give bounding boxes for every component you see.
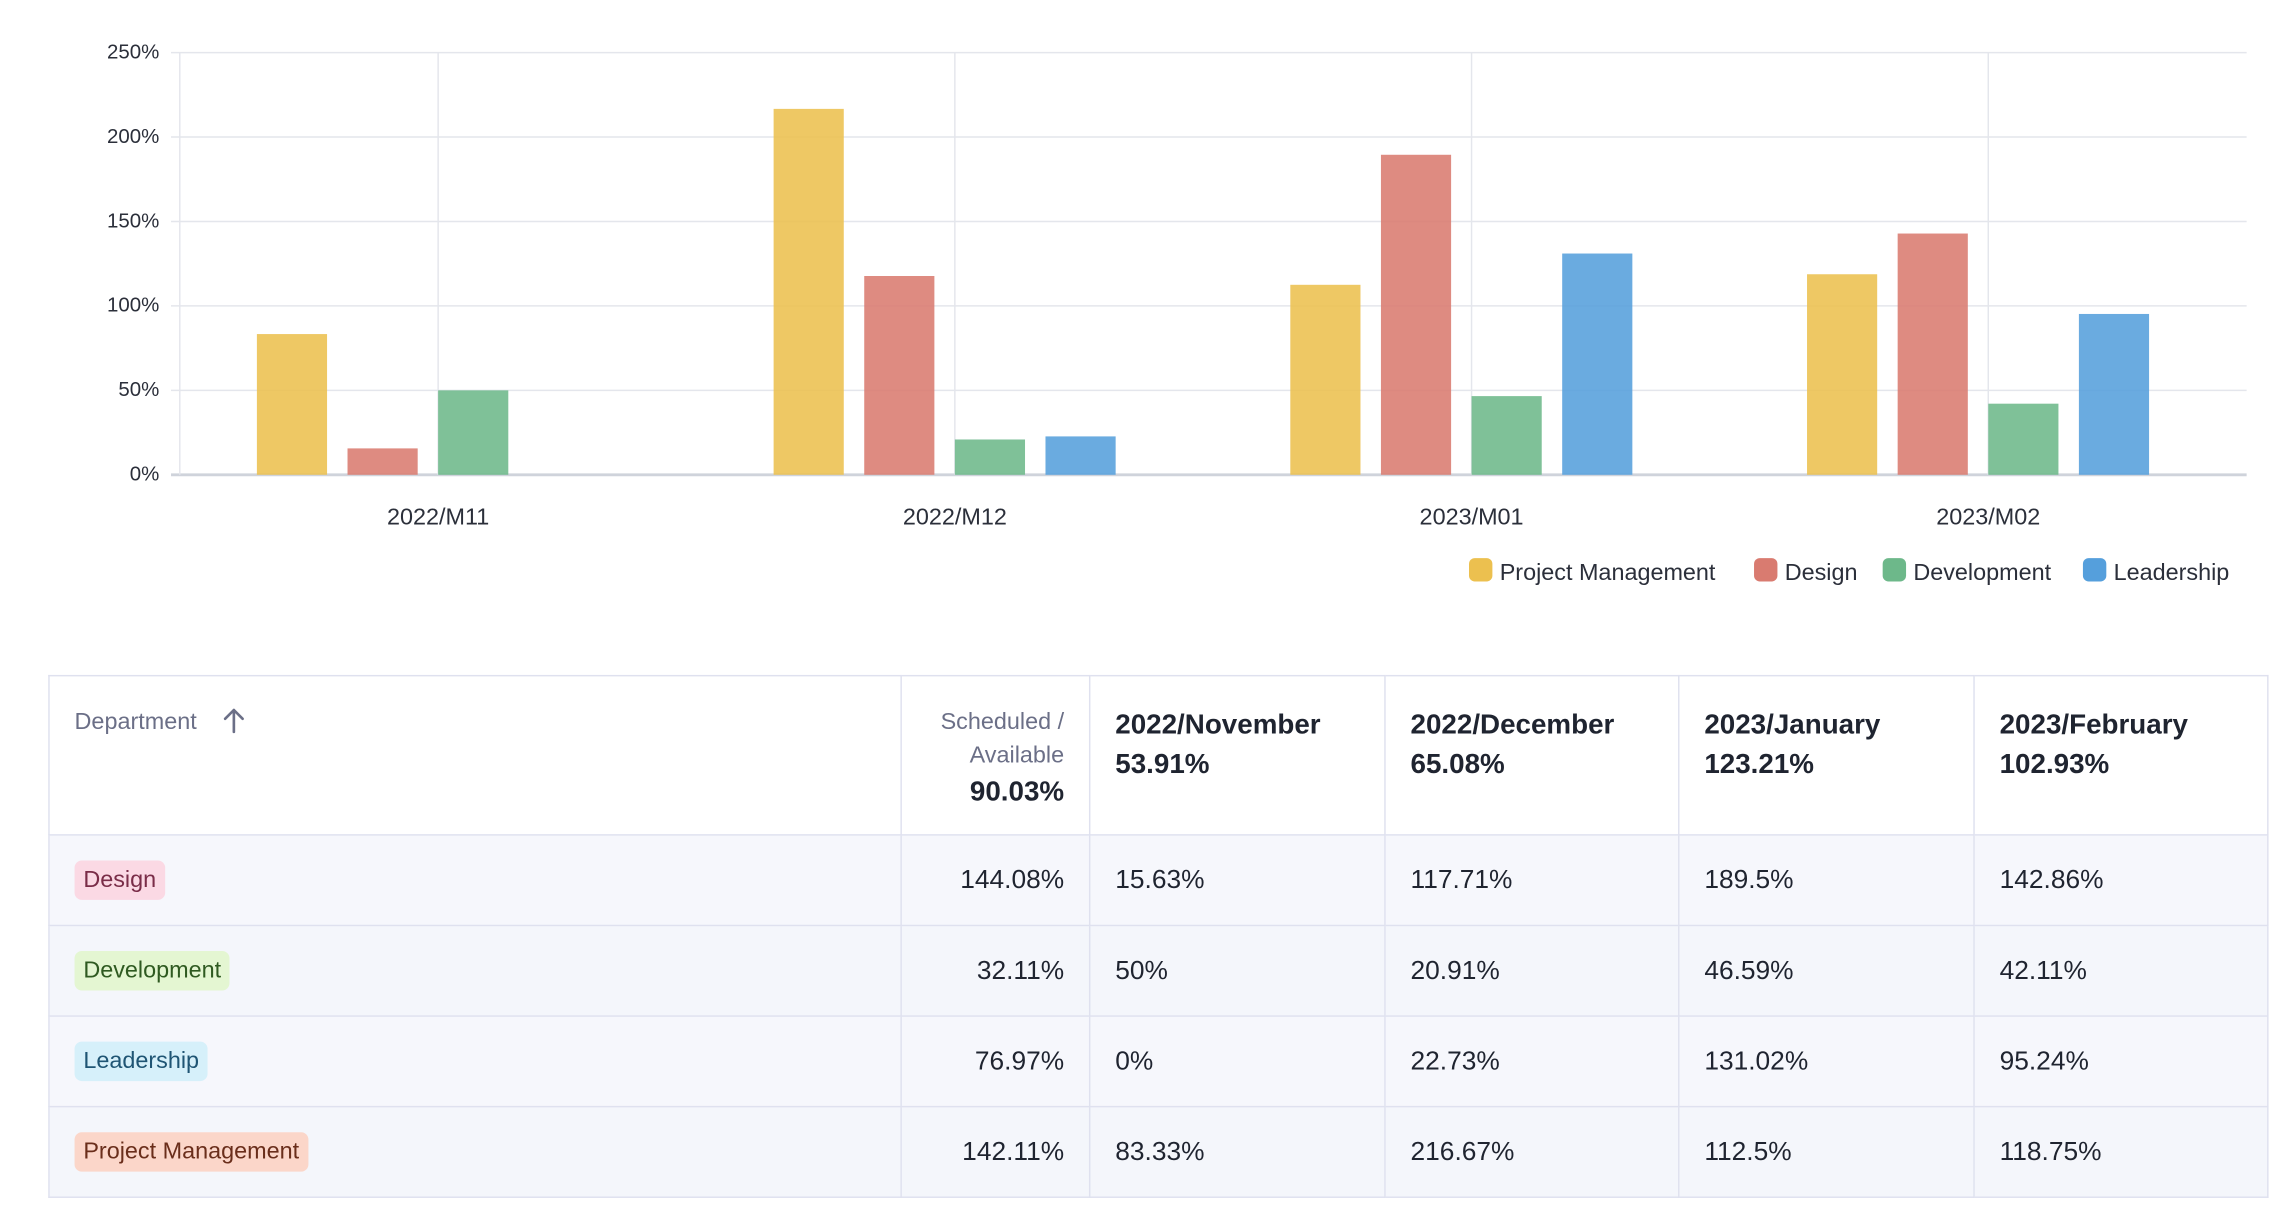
x-tick-label: 2022/M12: [903, 503, 1007, 529]
value-cell: 22.73%: [1384, 1015, 1680, 1108]
y-tick-label: 250%: [107, 40, 159, 63]
value-cell: 216.67%: [1384, 1105, 1680, 1198]
bar: [954, 439, 1026, 475]
scheduled-label-line2: Available: [969, 743, 1065, 769]
table-row[interactable]: Design 144.08% 15.63% 117.71% 189.5% 142…: [48, 834, 2269, 927]
scheduled-cell: 142.11%: [900, 1105, 1091, 1198]
department-chip[interactable]: Project Management: [74, 1132, 308, 1172]
legend-swatch: [2082, 558, 2107, 582]
value-cell: 50%: [1088, 924, 1386, 1017]
bar: [1045, 436, 1116, 475]
bar: [438, 390, 509, 475]
department-column-header[interactable]: Department: [48, 674, 902, 836]
scheduled-cell: 32.11%: [900, 924, 1091, 1017]
legend-swatch: [1882, 558, 1907, 582]
month-label: 2022/November: [1115, 709, 1321, 741]
value-cell: 20.91%: [1384, 924, 1680, 1017]
month-column-header[interactable]: 2022/November 53.91%: [1088, 674, 1386, 836]
department-cell: Development: [48, 924, 902, 1017]
y-tick-label: 50%: [118, 378, 159, 401]
table-row[interactable]: Development 32.11% 50% 20.91% 46.59% 42.…: [48, 924, 2269, 1017]
month-label: 2022/December: [1410, 709, 1615, 741]
month-label: 2023/February: [1999, 709, 2188, 741]
value-cell: 131.02%: [1678, 1015, 1975, 1108]
department-cell: Design: [48, 834, 902, 927]
scheduled-column-header[interactable]: Scheduled / Available 90.03%: [900, 674, 1091, 836]
value-cell: 112.5%: [1678, 1105, 1975, 1198]
department-cell: Leadership: [48, 1015, 902, 1108]
month-label: 2023/January: [1704, 709, 1881, 741]
department-chip[interactable]: Design: [74, 860, 165, 900]
value-cell: 118.75%: [1973, 1105, 2269, 1198]
bar: [773, 108, 844, 475]
department-utilization-table: Department Scheduled / Available 90.03% …: [48, 674, 2269, 1198]
table-row[interactable]: Project Management 142.11% 83.33% 216.67…: [48, 1105, 2269, 1198]
bar: [1988, 403, 2059, 475]
table-row[interactable]: Leadership 76.97% 0% 22.73% 131.02% 95.2…: [48, 1015, 2269, 1108]
y-tick-label: 0%: [130, 463, 160, 486]
bar-chart: 0% 50% 100% 150% 200% 250% 2022/M11 2022/M12 202…: [107, 40, 2247, 585]
bar: [2078, 313, 2150, 475]
bar: [1807, 274, 1878, 475]
value-cell: 15.63%: [1088, 834, 1386, 927]
value-cell: 83.33%: [1088, 1105, 1386, 1198]
bar: [1290, 284, 1361, 475]
y-tick-label: 200%: [107, 125, 159, 148]
value-cell: 189.5%: [1678, 834, 1975, 927]
x-tick-label: 2023/M01: [1420, 503, 1524, 529]
scheduled-label-line1: Scheduled /: [940, 709, 1065, 735]
department-chip[interactable]: Leadership: [74, 1041, 208, 1082]
arrow-up-icon[interactable]: [222, 707, 245, 741]
legend-label: Leadership: [2114, 559, 2230, 585]
month-column-header[interactable]: 2022/December 65.08%: [1384, 674, 1680, 836]
month-total: 53.91%: [1115, 749, 1210, 781]
legend-label: Development: [1913, 559, 2051, 585]
legend-label: Design: [1785, 559, 1858, 585]
value-cell: 46.59%: [1678, 924, 1975, 1017]
bar: [1562, 253, 1633, 475]
x-tick-label: 2022/M11: [387, 503, 489, 529]
month-total: 65.08%: [1410, 749, 1505, 781]
bar: [347, 448, 418, 475]
value-cell: 0%: [1088, 1015, 1386, 1108]
scheduled-cell: 144.08%: [900, 834, 1091, 927]
value-cell: 142.86%: [1973, 834, 2269, 927]
bar: [1471, 396, 1542, 475]
value-cell: 42.11%: [1973, 924, 2269, 1017]
department-cell: Project Management: [48, 1105, 902, 1198]
scheduled-cell: 76.97%: [900, 1015, 1091, 1108]
legend-swatch: [1754, 558, 1778, 582]
month-column-header[interactable]: 2023/January 123.21%: [1678, 674, 1975, 836]
month-total: 102.93%: [1999, 749, 2110, 781]
table-header-row: Department Scheduled / Available 90.03% …: [48, 674, 2269, 836]
department-header-label: Department: [74, 709, 197, 735]
department-chip[interactable]: Development: [74, 951, 230, 991]
month-column-header[interactable]: 2023/February 102.93%: [1973, 674, 2269, 836]
legend-swatch: [1469, 558, 1493, 582]
legend-label: Project Management: [1500, 559, 1716, 585]
y-tick-label: 100%: [107, 294, 159, 317]
bar: [256, 334, 328, 475]
month-total: 123.21%: [1704, 749, 1814, 781]
value-cell: 117.71%: [1384, 834, 1680, 927]
y-tick-label: 150%: [107, 209, 159, 232]
scheduled-total: 90.03%: [969, 777, 1065, 808]
x-tick-label: 2023/M02: [1936, 503, 2040, 529]
bar: [1897, 233, 1968, 475]
bar: [1380, 154, 1452, 475]
value-cell: 95.24%: [1973, 1015, 2269, 1108]
bar: [864, 276, 935, 475]
